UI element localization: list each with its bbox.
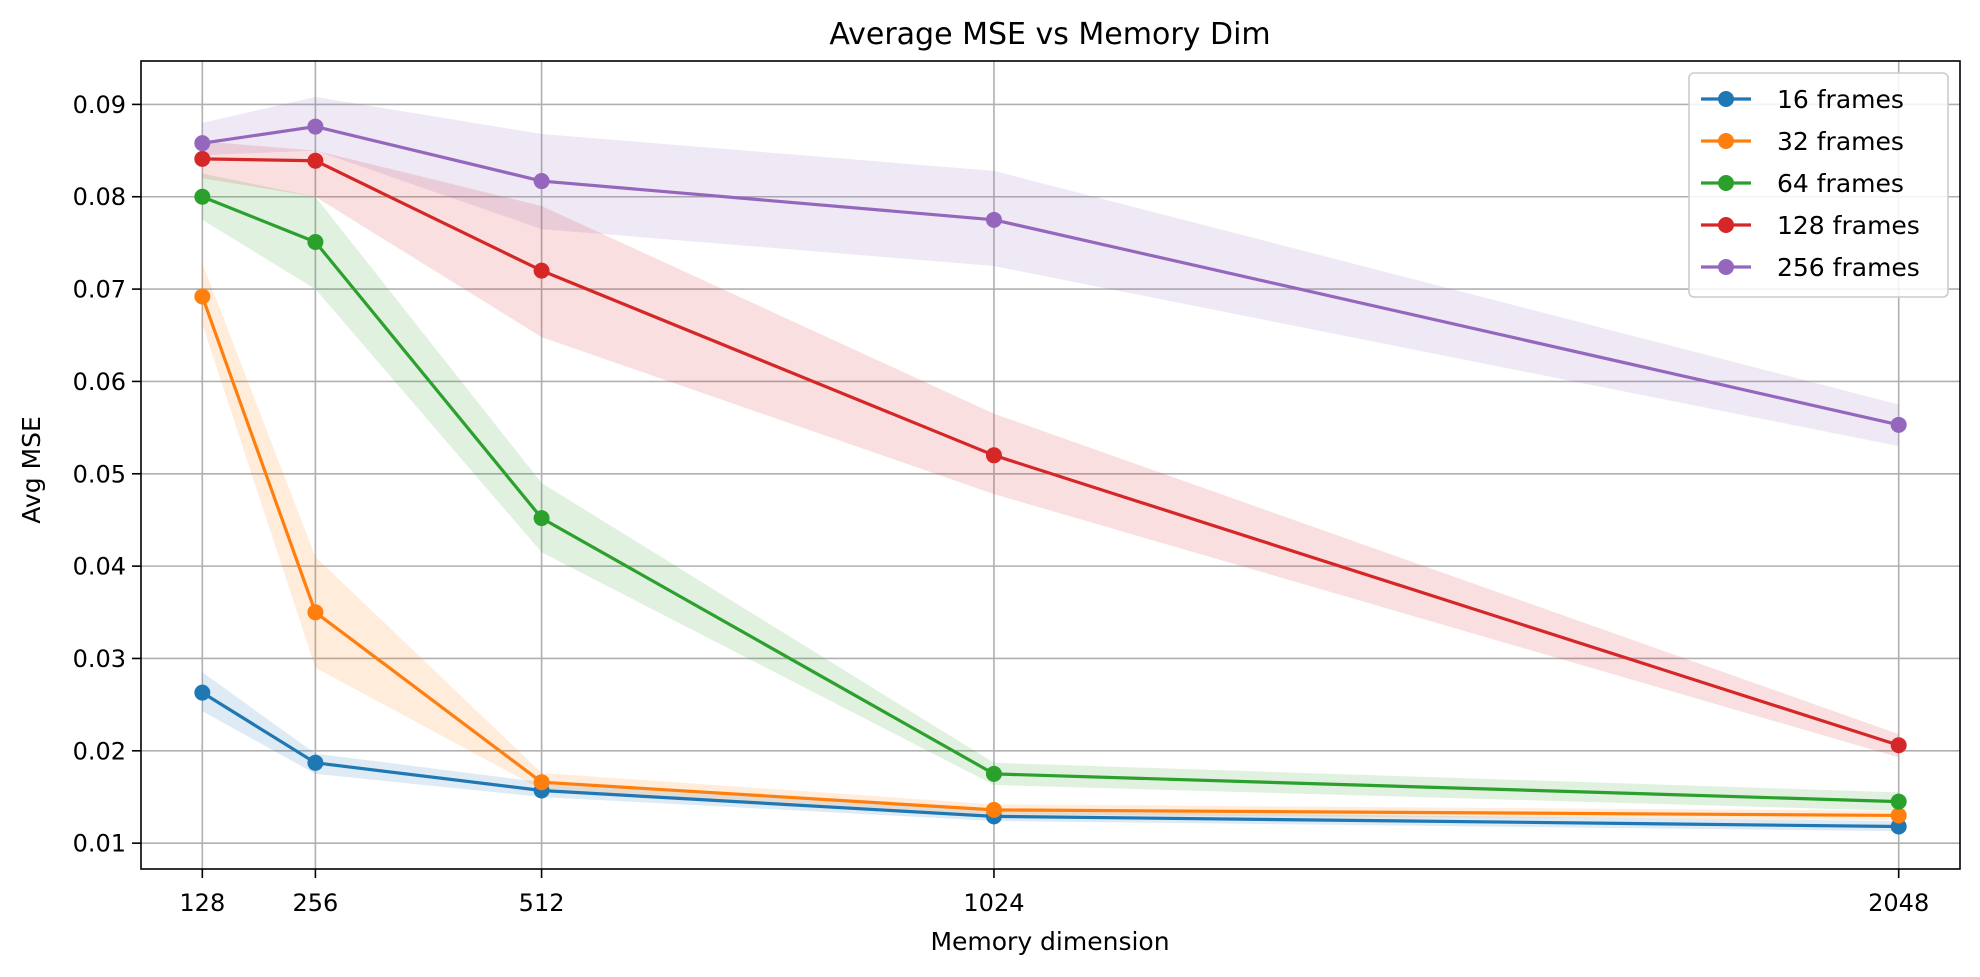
point-256-frames (1890, 416, 1907, 433)
point-32-frames (1890, 807, 1907, 824)
legend-swatch-marker (1718, 175, 1734, 191)
point-128-frames (307, 152, 324, 169)
x-axis-ticks: 128 256 512 1024 2048 (179, 869, 1929, 917)
series-markers (194, 118, 1907, 835)
legend-swatch-marker (1718, 91, 1734, 107)
point-128-frames (533, 262, 550, 279)
y-tick-label: 0.07 (73, 276, 126, 304)
band-16-frames (202, 672, 1899, 832)
legend-label: 16 frames (1777, 85, 1904, 114)
legend: 16 frames 32 frames 64 frames 128 frames 256… (1688, 72, 1949, 298)
point-32-frames (194, 288, 211, 305)
legend-swatch-marker (1718, 133, 1734, 149)
point-128-frames (985, 447, 1002, 464)
confidence-bands (202, 97, 1899, 832)
x-tick-label: 256 (293, 889, 339, 917)
x-axis-label: Memory dimension (930, 927, 1169, 956)
point-256-frames (194, 135, 211, 152)
point-16-frames (1890, 818, 1907, 835)
x-tick-label: 128 (179, 889, 225, 917)
chart-title: Average MSE vs Memory Dim (829, 17, 1270, 52)
x-tick-label: 1024 (963, 889, 1024, 917)
band-128-frames (202, 141, 1899, 758)
y-tick-label: 0.04 (73, 553, 126, 581)
point-64-frames (1890, 793, 1907, 810)
legend-swatch-marker (1718, 259, 1734, 275)
point-32-frames (307, 604, 324, 621)
band-256-frames (202, 97, 1899, 447)
legend-label: 32 frames (1777, 127, 1904, 156)
point-64-frames (985, 765, 1002, 782)
legend-label: 128 frames (1777, 211, 1920, 240)
y-tick-label: 0.01 (73, 830, 126, 858)
legend-box (1688, 72, 1949, 298)
point-64-frames (307, 233, 324, 250)
y-tick-label: 0.03 (73, 645, 126, 673)
y-tick-label: 0.09 (73, 91, 126, 119)
point-128-frames (194, 150, 211, 167)
point-32-frames (985, 801, 1002, 818)
legend-label: 64 frames (1777, 169, 1904, 198)
point-64-frames (533, 510, 550, 527)
y-tick-label: 0.05 (73, 460, 126, 488)
x-tick-label: 512 (519, 889, 565, 917)
x-tick-label: 2048 (1868, 889, 1929, 917)
point-32-frames (533, 774, 550, 791)
point-256-frames (307, 118, 324, 135)
legend-swatch-marker (1718, 217, 1734, 233)
legend-label: 256 frames (1777, 253, 1920, 282)
y-tick-label: 0.06 (73, 368, 126, 396)
band-64-frames (202, 173, 1899, 811)
point-64-frames (194, 188, 211, 205)
point-16-frames (194, 684, 211, 701)
point-256-frames (985, 211, 1002, 228)
y-tick-label: 0.08 (73, 183, 126, 211)
point-16-frames (307, 754, 324, 771)
y-axis-label: Avg MSE (17, 416, 46, 523)
plot-frame (140, 60, 1961, 870)
y-tick-label: 0.02 (73, 737, 126, 765)
point-256-frames (533, 173, 550, 190)
point-128-frames (1890, 737, 1907, 754)
y-axis-ticks: 0.01 0.02 0.03 0.04 0.05 0.06 0.07 0.08 0.09 (73, 91, 141, 858)
